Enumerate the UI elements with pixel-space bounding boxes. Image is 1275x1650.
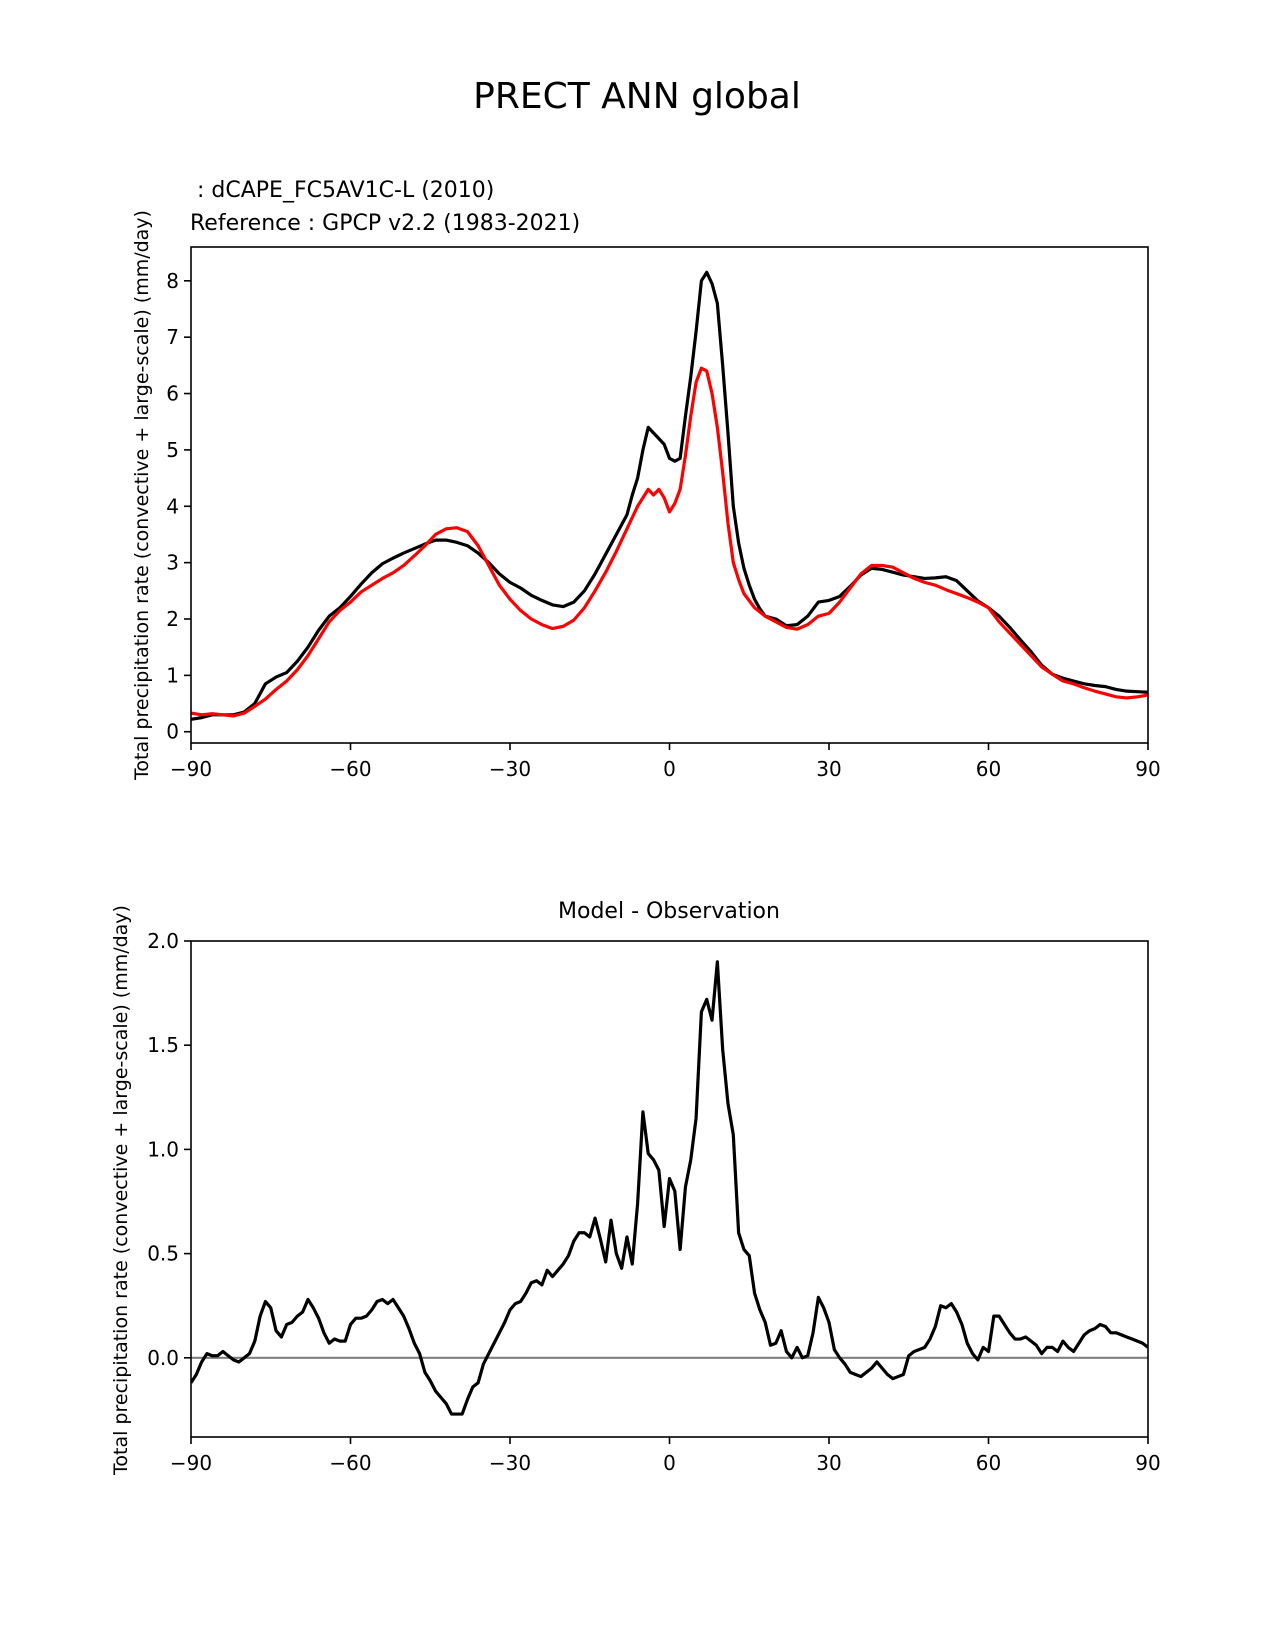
- top-x-tick-label: −90: [170, 757, 212, 781]
- top-y-axis-label: Total precipitation rate (convective + l…: [131, 210, 153, 781]
- top-x-tick-label: 30: [816, 757, 841, 781]
- top-series-reference-line: [191, 366, 1148, 718]
- legend-test-label: : dCAPE_FC5AV1C-L (2010): [190, 178, 494, 203]
- top-x-tick-label: −60: [329, 757, 371, 781]
- top-y-tick-label: 3: [166, 551, 179, 575]
- bottom-x-tick-label: 30: [816, 1451, 841, 1475]
- bottom-y-axis-label: Total precipitation rate (convective + l…: [110, 905, 132, 1476]
- bottom-x-tick-label: 60: [976, 1451, 1001, 1475]
- top-panel: : dCAPE_FC5AV1C-L (2010) Reference : GPC…: [131, 178, 1161, 781]
- top-x-tick-label: 0: [663, 757, 676, 781]
- bottom-x-tick-label: 90: [1135, 1451, 1160, 1475]
- bottom-y-tick-label: 2.0: [147, 929, 179, 953]
- bottom-y-tick-label: 0.0: [147, 1346, 179, 1370]
- top-y-tick-label: 5: [166, 438, 179, 462]
- bottom-panel-title: Model - Observation: [558, 899, 780, 924]
- top-y-tick-label: 1: [166, 663, 179, 687]
- bottom-x-tick-label: −60: [329, 1451, 371, 1475]
- top-y-tick-label: 0: [166, 720, 179, 744]
- bottom-y-tick-label: 0.5: [147, 1242, 179, 1266]
- top-x-tick-label: 60: [976, 757, 1001, 781]
- bottom-panel: Model - Observation Total precipitation …: [110, 899, 1161, 1476]
- bottom-plot-area: −90 −60 −30 0 30 60 90 0.0 0.5 1.0 1.5 2.0: [147, 929, 1161, 1475]
- bottom-x-tick-label: −30: [489, 1451, 531, 1475]
- bottom-y-tick-label: 1.0: [147, 1137, 179, 1161]
- bottom-y-tick-label: 1.5: [147, 1033, 179, 1057]
- top-series-test-line: [191, 270, 1148, 721]
- bottom-x-tick-label: 0: [663, 1451, 676, 1475]
- figure-title: PRECT ANN global: [473, 76, 801, 117]
- top-axes-frame: [190, 246, 1149, 744]
- top-y-tick-label: 8: [166, 269, 179, 293]
- top-x-tick-label: 90: [1135, 757, 1160, 781]
- legend-reference-label: Reference : GPCP v2.2 (1983-2021): [190, 211, 580, 236]
- top-y-tick-label: 6: [166, 382, 179, 406]
- top-plot-area: −90 −60 −30 0 30 60 90 0 1 2 3 4 5 6 7 8: [166, 246, 1161, 781]
- top-y-tick-label: 4: [166, 494, 179, 518]
- top-x-tick-label: −30: [489, 757, 531, 781]
- top-y-tick-label: 2: [166, 607, 179, 631]
- top-y-tick-label: 7: [166, 325, 179, 349]
- bottom-series-test-line: [191, 960, 1148, 1416]
- bottom-x-tick-label: −90: [170, 1451, 212, 1475]
